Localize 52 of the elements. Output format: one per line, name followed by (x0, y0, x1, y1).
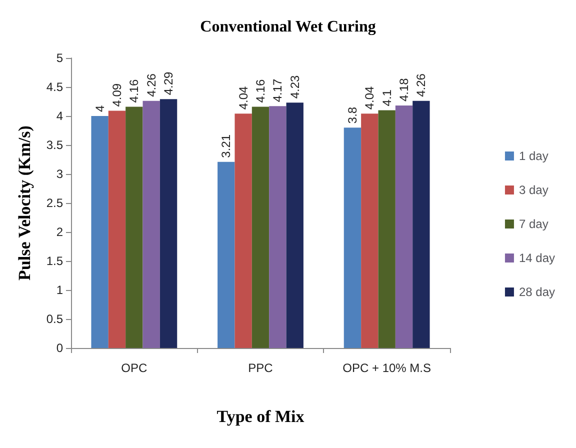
bar (269, 106, 286, 348)
x-tick-label: PPC (248, 361, 274, 375)
bar (361, 114, 378, 348)
data-label: 3.21 (219, 134, 234, 158)
bar (252, 106, 270, 348)
data-label: 4.29 (162, 72, 176, 96)
legend-label: 3 day (518, 183, 548, 197)
x-tick-label: OPC + 10% M.S (342, 361, 432, 375)
x-tick-label: OPC (121, 361, 148, 375)
y-tick-label: 1 (56, 283, 64, 297)
bar (344, 128, 362, 348)
bar (412, 100, 430, 348)
y-tick-label: 3.5 (46, 138, 64, 152)
bar (160, 99, 178, 348)
chart-title: Conventional Wet Curing (200, 18, 376, 36)
data-label: 4.09 (110, 83, 124, 107)
data-label: 3.8 (345, 106, 360, 124)
data-label: 4 (92, 105, 107, 112)
data-label: 4.26 (414, 73, 428, 97)
bar (142, 100, 160, 348)
y-tick-label: 0 (56, 341, 64, 355)
y-tick-label: 3 (56, 167, 64, 181)
bar (395, 106, 413, 348)
x-axis-title: Type of Mix (216, 407, 305, 426)
bar (108, 110, 126, 348)
data-label: 4.18 (397, 78, 412, 102)
legend-label: 14 day (518, 251, 555, 265)
y-tick-label: 0.5 (46, 312, 64, 326)
bar (286, 102, 304, 348)
data-label: 4.04 (236, 86, 250, 110)
legend-label: 28 day (518, 285, 555, 299)
y-tick-label: 1.5 (46, 254, 64, 268)
data-label: 4.17 (270, 78, 285, 102)
y-tick-label: 2 (56, 225, 64, 239)
y-tick-label: 4 (56, 109, 64, 123)
y-tick-label: 5 (56, 51, 64, 65)
legend-label: 1 day (518, 149, 548, 163)
bar (126, 106, 143, 348)
data-label: 4.1 (380, 89, 394, 106)
legend-label: 7 day (518, 217, 548, 231)
data-label: 4.04 (362, 86, 377, 110)
bar (91, 116, 108, 348)
data-label: 4.26 (144, 73, 158, 97)
y-tick-label: 2.5 (46, 196, 64, 210)
bar (378, 110, 396, 348)
bar (218, 162, 235, 348)
y-axis-title: Pulse Velocity (Km/s) (15, 126, 34, 280)
data-label: 4.16 (254, 79, 268, 103)
data-label: 4.16 (127, 79, 142, 103)
y-tick-label: 4.5 (46, 80, 64, 94)
bar (234, 114, 252, 348)
data-label: 4.23 (288, 74, 302, 99)
